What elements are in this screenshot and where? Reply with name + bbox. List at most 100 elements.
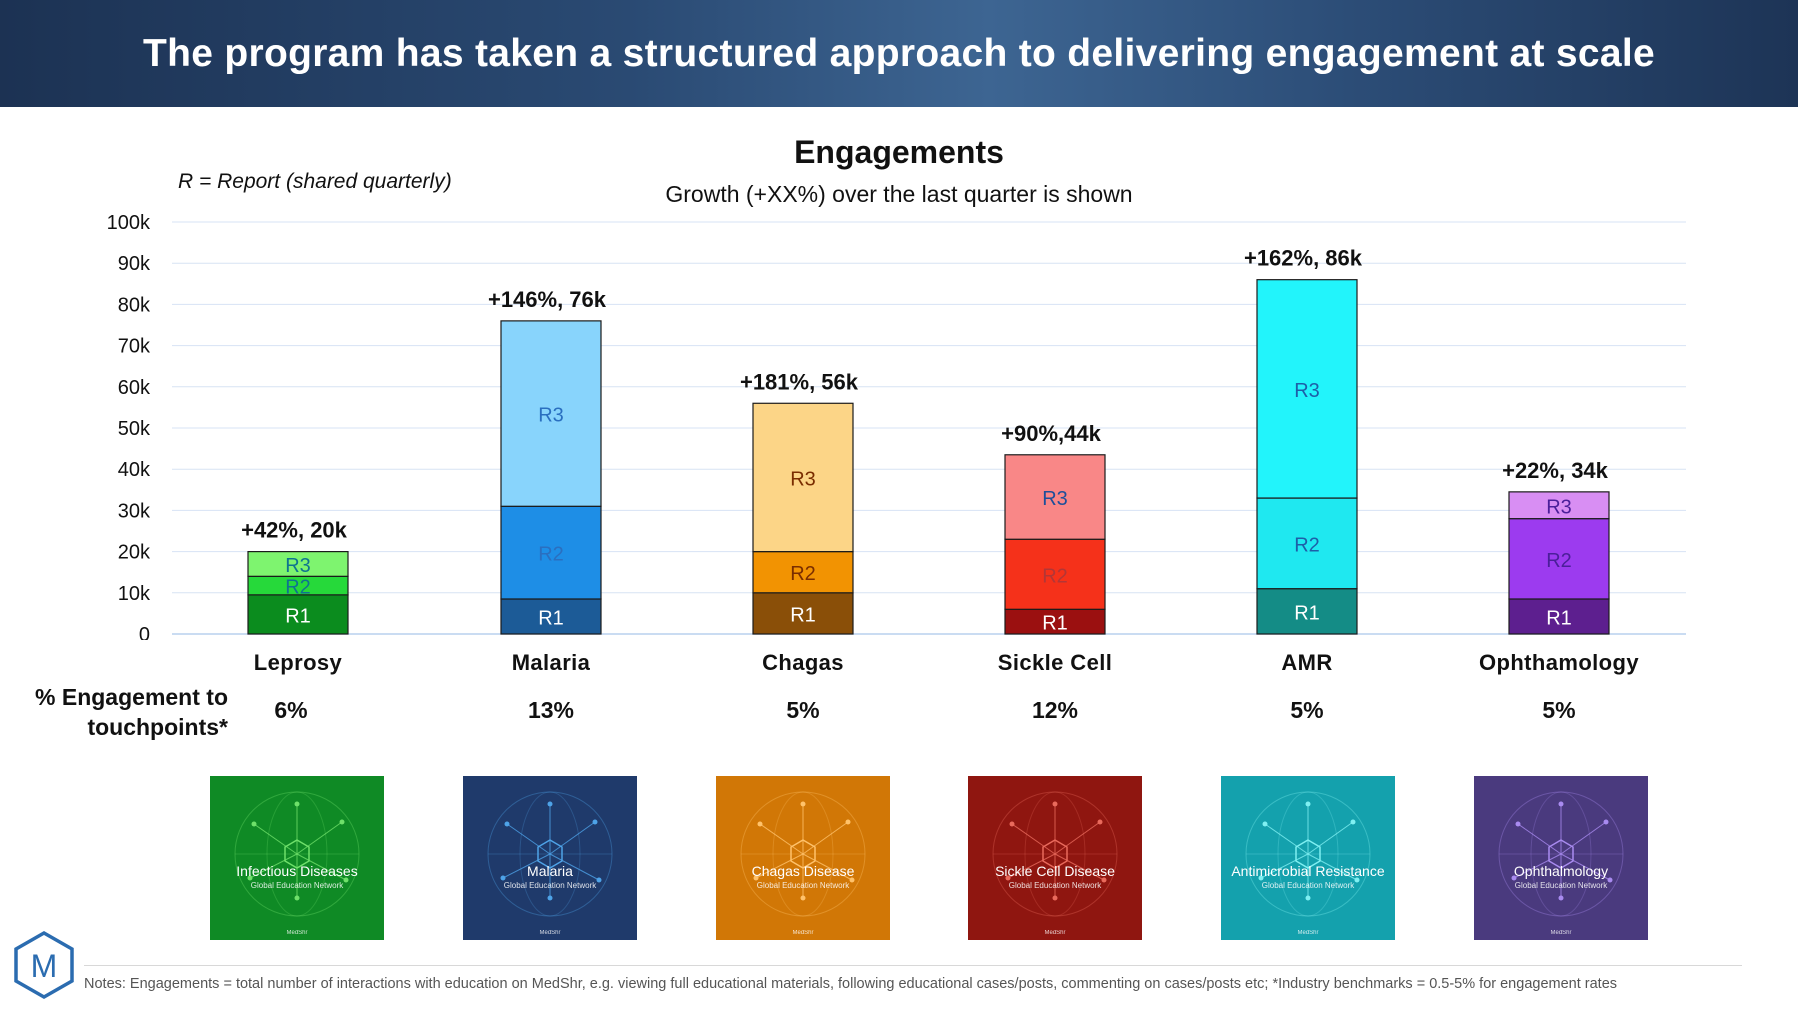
- card-subtitle: Global Education Network: [1261, 880, 1355, 890]
- segment-label: R2: [1546, 550, 1572, 572]
- segment-label: R3: [538, 405, 564, 427]
- segment-label: R3: [1042, 488, 1068, 510]
- card-subtitle: Global Education Network: [756, 880, 850, 890]
- card-title: Antimicrobial Resistance: [1231, 862, 1385, 879]
- bar-segment: [500, 598, 602, 635]
- category-label: Ophthamology: [1478, 650, 1639, 675]
- category-label: Leprosy: [253, 650, 343, 675]
- globe-network-icon: [487, 791, 613, 917]
- report-legend-note: R = Report (shared quarterly): [178, 170, 452, 193]
- segment-label: R3: [1294, 380, 1320, 402]
- card-subtitle: Global Education Network: [1008, 880, 1102, 890]
- chart-title: Engagements: [794, 134, 1004, 170]
- bar-segment: [1004, 608, 1106, 635]
- card-subtitle: Global Education Network: [503, 880, 597, 890]
- growth-annotation: +22%, 34k: [1502, 458, 1609, 483]
- medshr-logo: M: [14, 930, 74, 1000]
- segment-label: R2: [1294, 534, 1320, 556]
- bar-segment: [1256, 588, 1358, 635]
- growth-annotation: +146%, 76k: [488, 287, 607, 312]
- network-card: Sickle Cell Disease Global Education Netw…: [968, 776, 1142, 940]
- card-brand: MedShr: [1550, 930, 1572, 936]
- segment-label: R1: [790, 604, 816, 626]
- network-card: Ophthalmology Global Education Network Med…: [1474, 776, 1648, 940]
- segment-label: R3: [285, 555, 311, 577]
- engagement-row-label-line1: % Engagement to: [35, 684, 228, 710]
- engagement-percentage: 5%: [1542, 697, 1576, 723]
- engagement-percentage: 6%: [274, 697, 308, 723]
- growth-annotation: +42%, 20k: [241, 518, 348, 543]
- segment-label: R3: [1546, 496, 1572, 518]
- footer-divider: [84, 965, 1742, 966]
- card-brand: MedShr: [539, 930, 561, 936]
- card-brand: MedShr: [1044, 930, 1066, 936]
- card-title: Chagas Disease: [751, 862, 855, 879]
- card-title: Malaria: [527, 862, 573, 879]
- growth-annotation: +181%, 56k: [740, 369, 859, 394]
- card-subtitle: Global Education Network: [1514, 880, 1608, 890]
- card-brand: MedShr: [286, 930, 308, 936]
- network-card: Infectious Diseases Global Education Netw…: [210, 776, 384, 940]
- bar-segment: [752, 402, 854, 553]
- category-label: Chagas: [762, 650, 844, 675]
- globe-network-icon: [992, 791, 1118, 917]
- bar-segment: [1256, 279, 1358, 499]
- engagement-percentage: 5%: [786, 697, 820, 723]
- engagement-percentage: 5%: [1290, 697, 1324, 723]
- bar-segment: [247, 551, 349, 577]
- segment-label: R2: [1042, 565, 1068, 587]
- card-brand: MedShr: [792, 930, 814, 936]
- engagement-row-label-line2: touchpoints*: [87, 714, 228, 740]
- chart-subtitle: Growth (+XX%) over the last quarter is s…: [665, 181, 1133, 207]
- network-card: Antimicrobial Resistance Global Education…: [1221, 776, 1395, 940]
- card-title: Sickle Cell Disease: [995, 862, 1115, 879]
- bar-segment: [247, 594, 349, 635]
- title-banner: The program has taken a structured appro…: [0, 0, 1798, 107]
- segment-label: R2: [538, 544, 564, 566]
- bar-segment: [1256, 497, 1358, 590]
- footer-notes: Notes: Engagements = total number of int…: [84, 976, 1618, 992]
- globe-network-icon: [1245, 791, 1371, 917]
- segment-label: R2: [285, 577, 311, 599]
- y-tick-label: 100k: [107, 212, 151, 234]
- y-tick-label: 90k: [118, 253, 151, 275]
- y-tick-label: 10k: [118, 583, 151, 605]
- y-tick-label: 20k: [118, 542, 151, 564]
- network-card: Chagas Disease Global Education Network Me…: [716, 776, 890, 940]
- growth-annotation: +162%, 86k: [1244, 246, 1363, 271]
- segment-label: R1: [1294, 602, 1320, 624]
- category-label: AMR: [1281, 650, 1333, 675]
- globe-network-icon: [740, 791, 866, 917]
- engagement-percentage: 12%: [1031, 697, 1079, 723]
- y-tick-label: 40k: [118, 459, 151, 481]
- engagements-stacked-bar-chart: 010k20k30k40k50k60k70k80k90k100kR1R2R3+4…: [107, 212, 1686, 640]
- segment-label: R1: [1042, 613, 1068, 635]
- bar-segment: [1004, 538, 1106, 610]
- segment-label: R1: [1546, 607, 1572, 629]
- card-subtitle: Global Education Network: [250, 880, 344, 890]
- bar-segment: [500, 320, 602, 507]
- y-tick-label: 50k: [118, 418, 151, 440]
- growth-annotation: +90%,44k: [1001, 421, 1101, 446]
- segment-label: R1: [285, 605, 311, 627]
- page-title: The program has taken a structured appro…: [142, 31, 1655, 75]
- y-tick-label: 60k: [118, 377, 151, 399]
- globe-network-icon: [234, 791, 360, 917]
- segment-label: R2: [790, 563, 816, 585]
- bar-segment: [1508, 518, 1610, 600]
- globe-network-icon: [1498, 791, 1624, 917]
- bar-segment: [500, 505, 602, 600]
- card-brand: MedShr: [1297, 930, 1319, 936]
- y-tick-label: 30k: [118, 500, 151, 522]
- card-title: Ophthalmology: [1513, 862, 1609, 879]
- category-label: Sickle Cell: [997, 650, 1113, 675]
- bar-segment: [1004, 454, 1106, 540]
- engagement-row-label: % Engagement to touchpoints*: [20, 682, 228, 742]
- bar-segment: [752, 592, 854, 635]
- logo-letter: M: [31, 948, 58, 984]
- segment-label: R1: [538, 607, 564, 629]
- y-tick-label: 80k: [118, 294, 151, 316]
- bar-segment: [1508, 598, 1610, 635]
- network-card: Malaria Global Education Network MedShr: [463, 776, 637, 940]
- category-label: Malaria: [511, 650, 591, 675]
